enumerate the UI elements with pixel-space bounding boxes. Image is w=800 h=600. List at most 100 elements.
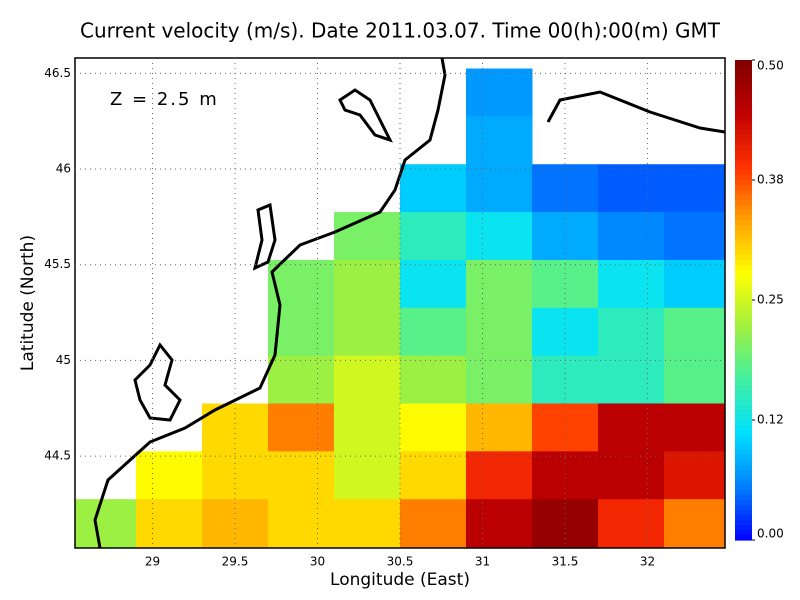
speed-cell [597,212,665,261]
liman [252,202,277,271]
colorbar-swatch [735,225,752,231]
speed-cell [663,403,725,452]
colorbar-swatch [735,400,752,406]
colorbar-swatch [735,200,752,206]
speed-cell [465,307,533,357]
speed-cell [400,259,467,309]
speed-cell [597,164,665,213]
speed-cell [597,499,665,548]
speed-cell [663,355,725,404]
colorbar-swatch [735,390,752,396]
speed-cell [334,499,401,548]
speed-cell [400,499,467,548]
speed-cell [597,307,665,357]
colorbar-swatch [735,490,752,496]
speed-cell [663,451,725,500]
speed-cell [268,451,335,500]
colorbar-swatch [735,220,752,226]
colorbar-swatch [735,230,752,236]
speed-cell [531,451,599,500]
speed-cell [400,307,467,357]
colorbar-swatch [735,425,752,431]
colorbar-swatch [735,465,752,471]
speed-cell [663,212,725,261]
colorbar-swatch [735,450,752,456]
colorbar-swatch [735,210,752,216]
colorbar-swatch [735,165,752,171]
speed-cell [400,212,467,261]
depth-annotation: Z = 2.5 m [110,89,219,110]
colorbar-swatch [735,155,752,161]
colorbar-swatch [735,85,752,91]
colorbar-swatch [735,445,752,451]
speed-cell [268,499,335,548]
x-tick-label: 31.5 [552,555,579,569]
colorbar-swatch [735,260,752,266]
speed-cell [334,307,401,357]
colorbar-swatch [735,360,752,366]
colorbar-swatch [735,125,752,131]
x-tick-label: 30.5 [387,555,414,569]
colorbar-swatch [735,195,752,201]
speed-cell [268,403,335,452]
coast-north [546,90,725,134]
speed-cell [531,403,599,452]
speed-cell [400,403,467,452]
island [338,88,393,143]
colorbar-swatch [735,215,752,221]
colorbar-swatch [735,245,752,251]
colorbar-swatch [735,330,752,336]
colorbar-swatch [735,380,752,386]
colorbar-swatch [735,470,752,476]
speed-cell [663,307,725,357]
colorbar-swatch [735,410,752,416]
speed-cell [465,116,533,165]
colorbar-swatch [735,500,752,506]
chart-title: Current velocity (m/s). Date 2011.03.07.… [80,19,721,43]
speed-cell [663,499,725,548]
colorbar-swatch [735,170,752,176]
speed-cell [465,68,533,117]
colorbar-swatch [735,290,752,296]
colorbar-swatch [735,255,752,261]
colorbar: 0.00 0.12 0.25 0.38 0.50 [735,59,784,541]
colorbar-swatch [735,510,752,516]
speed-cell [334,355,401,404]
colorbar-swatch [735,70,752,76]
colorbar-swatch [735,235,752,241]
speed-cell [531,259,599,309]
colorbar-swatch [735,115,752,121]
colorbar-swatch [735,415,752,421]
speed-cell [531,355,599,404]
colorbar-swatch [735,190,752,196]
y-tick-label: 46.5 [44,66,71,80]
speed-cell [334,403,401,452]
colorbar-swatch [735,280,752,286]
colorbar-swatch [735,480,752,486]
colorbar-swatch [735,440,752,446]
colorbar-swatch [735,160,752,166]
y-tick-label: 45.5 [44,257,71,271]
colorbar-swatch [735,130,752,136]
colorbar-swatch [735,520,752,526]
colorbar-swatch [735,270,752,276]
speed-cell [597,403,665,452]
speed-cell [400,164,467,213]
colorbar-swatch [735,100,752,106]
speed-cell [597,259,665,309]
speed-cell [334,259,401,309]
colorbar-swatch [735,335,752,341]
colorbar-swatch [735,120,752,126]
colorbar-swatch [735,340,752,346]
colorbar-swatch [735,435,752,441]
speed-cell [663,259,725,309]
colorbar-swatch [735,110,752,116]
speed-cell [465,164,533,213]
x-axis-label: Longitude (East) [330,570,470,590]
colorbar-swatch [735,310,752,316]
speed-cell [75,499,137,548]
colorbar-swatch [735,505,752,511]
colorbar-swatch [735,485,752,491]
colorbar-swatch [735,300,752,306]
colorbar-tick-label: 0.12 [757,413,784,427]
